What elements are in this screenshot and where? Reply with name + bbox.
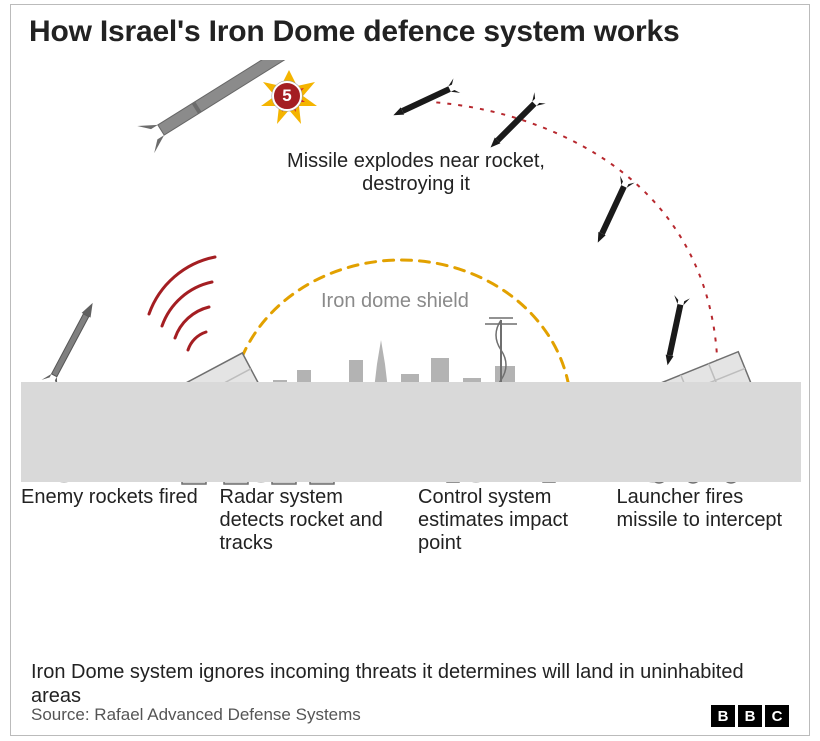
step-5-label: Missile explodes near rocket, destroying… — [281, 150, 551, 196]
step-labels: Enemy rockets fired Radar system detects… — [21, 486, 801, 560]
ground-band — [21, 382, 801, 482]
bbc-logo: B B C — [711, 705, 789, 727]
step-1-label: Enemy rockets fired — [21, 486, 206, 560]
source-text: Source: Rafael Advanced Defense Systems — [31, 705, 361, 725]
bbc-logo-b2: B — [738, 705, 762, 727]
page-title: How Israel's Iron Dome defence system wo… — [29, 15, 679, 49]
diagram-area: Iron dome shield Missile explodes near r… — [11, 60, 811, 570]
step-4-label: Launcher fires missile to intercept — [617, 486, 802, 560]
bbc-logo-b1: B — [711, 705, 735, 727]
bbc-logo-c: C — [765, 705, 789, 727]
shield-label: Iron dome shield — [321, 290, 469, 313]
radar-waves-icon — [149, 257, 215, 350]
badge-5: 5 — [272, 81, 302, 111]
interceptor-missiles-icon — [390, 78, 690, 366]
step-3-label: Control system estimates impact point — [418, 486, 603, 560]
footnote-text: Iron Dome system ignores incoming threat… — [31, 660, 791, 708]
step-2-label: Radar system detects rocket and tracks — [220, 486, 405, 560]
